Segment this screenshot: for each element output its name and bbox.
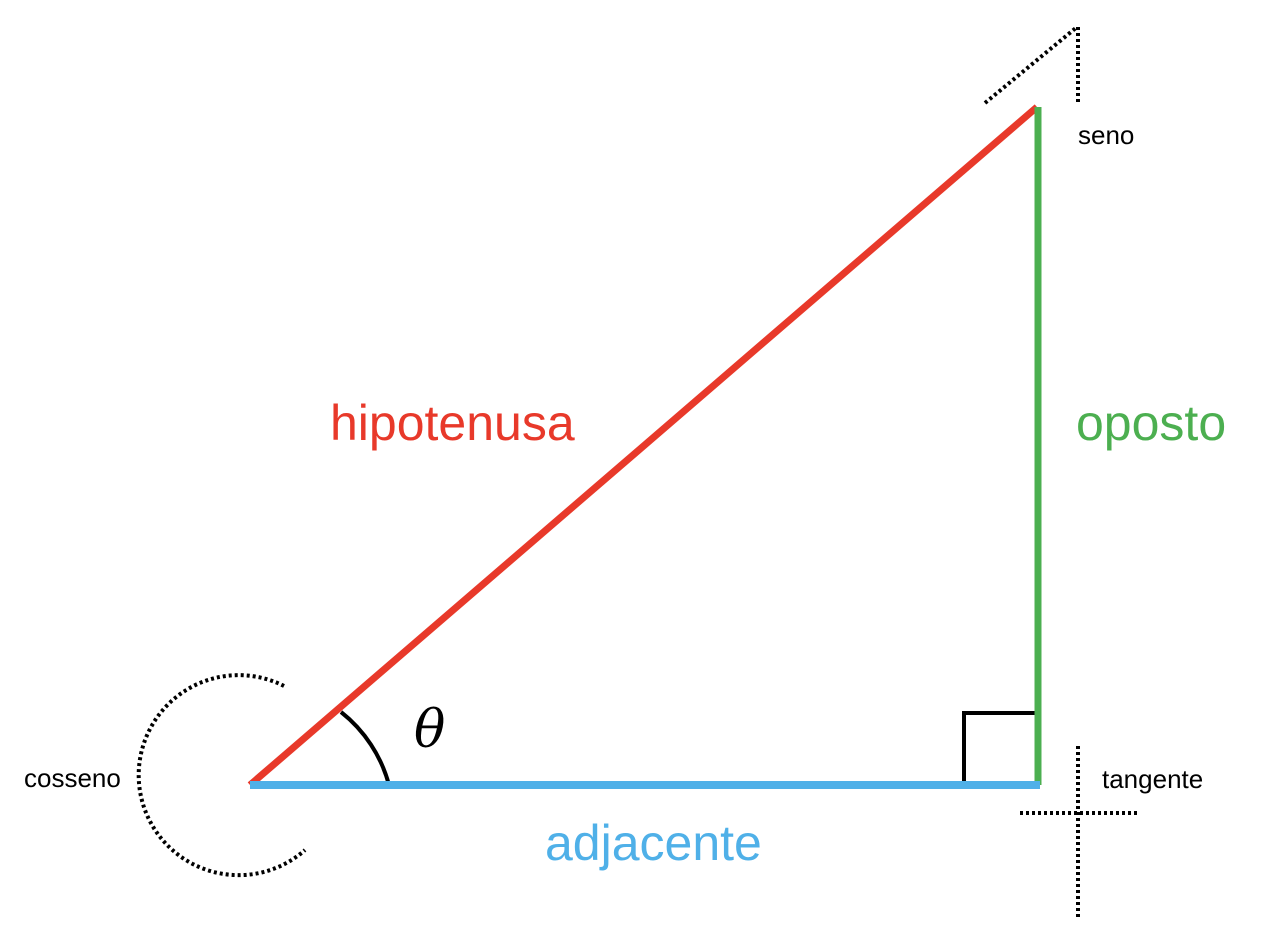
sine-symbol-diagonal <box>983 25 1079 105</box>
angle-theta-label: θ <box>414 700 445 760</box>
tangent-label: tangente <box>1102 764 1203 794</box>
hypotenuse-label: hipotenusa <box>330 395 575 451</box>
adjacent-label: adjacente <box>545 815 762 871</box>
tangent-symbol <box>1020 746 1140 918</box>
sine-symbol <box>983 25 1080 105</box>
cosine-symbol <box>136 673 307 878</box>
right-angle-marker <box>962 711 1037 785</box>
opposite-label: oposto <box>1076 395 1226 451</box>
hypotenuse-side <box>247 104 1040 788</box>
angle-arc <box>339 710 391 786</box>
sine-label: seno <box>1078 120 1134 150</box>
cosine-label: cosseno <box>24 763 121 793</box>
